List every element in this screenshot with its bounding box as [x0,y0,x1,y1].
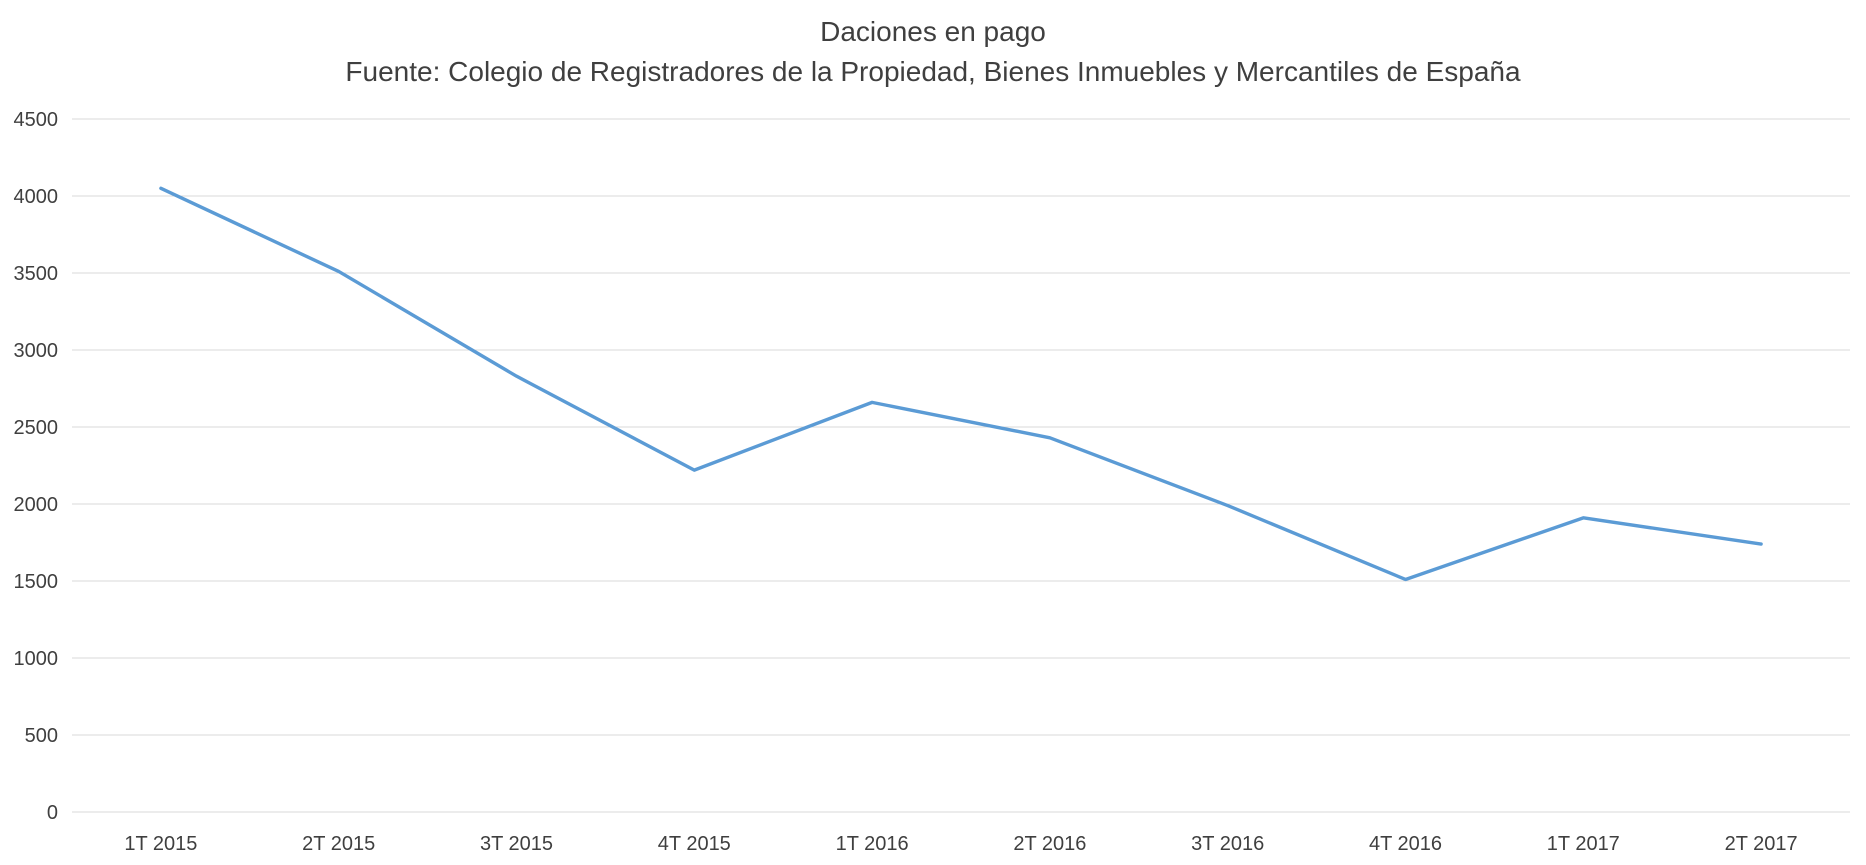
x-tick-label: 2T 2017 [1725,833,1798,855]
x-tick-label: 4T 2015 [658,833,731,855]
x-tick-label: 1T 2016 [836,833,909,855]
x-tick-label: 2T 2016 [1013,833,1086,855]
y-tick-label: 500 [25,725,58,747]
y-tick-label: 3000 [14,340,59,362]
y-tick-label: 2000 [14,494,59,516]
y-tick-label: 4000 [14,186,59,208]
chart-title: Daciones en pago [820,16,1046,47]
x-tick-label: 1T 2015 [124,833,197,855]
chart-subtitle: Fuente: Colegio de Registradores de la P… [345,56,1521,87]
y-tick-label: 3500 [14,263,59,285]
y-tick-label: 0 [47,802,58,824]
x-tick-label: 1T 2017 [1547,833,1620,855]
chart-title-block: Daciones en pago Fuente: Colegio de Regi… [0,12,1866,92]
y-tick-label: 1500 [14,571,59,593]
series-line [159,186,1763,582]
y-tick-label: 1000 [14,648,59,670]
x-tick-label: 4T 2016 [1369,833,1442,855]
x-tick-label: 2T 2015 [302,833,375,855]
y-tick-label: 2500 [14,417,59,439]
x-tick-label: 3T 2015 [480,833,553,855]
x-tick-label: 3T 2016 [1191,833,1264,855]
y-tick-label: 4500 [14,109,59,131]
